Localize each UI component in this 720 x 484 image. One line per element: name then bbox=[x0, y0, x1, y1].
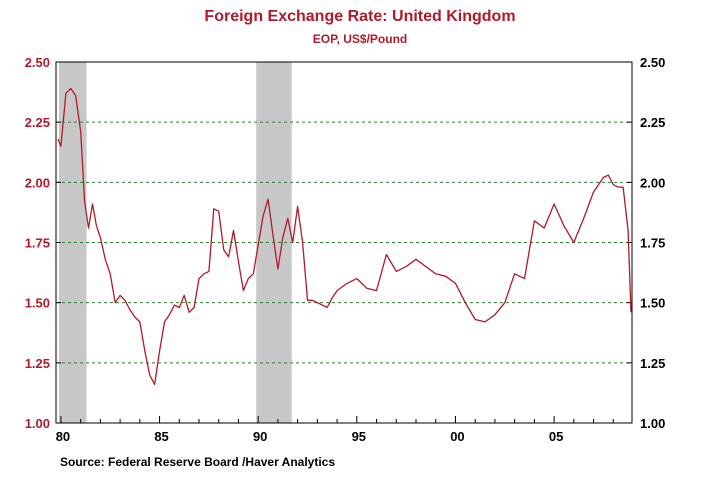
x-tick-label: 85 bbox=[154, 429, 168, 444]
x-axis: 80 85 90 95 00 05 bbox=[56, 416, 614, 444]
y-tick-label-left: 2.25 bbox=[25, 115, 50, 130]
y-tick-label-left: 1.75 bbox=[25, 236, 50, 251]
y-tick-label-left: 1.00 bbox=[25, 416, 50, 431]
chart-title: Foreign Exchange Rate: United Kingdom bbox=[204, 8, 515, 25]
source-note: Source: Federal Reserve Board /Haver Ana… bbox=[60, 455, 335, 469]
gridlines bbox=[56, 121, 632, 364]
x-tick-label: 80 bbox=[56, 429, 70, 444]
series-line bbox=[57, 87, 632, 386]
y-tick-label-right: 2.00 bbox=[640, 175, 665, 190]
y-tick-label-left: 2.00 bbox=[25, 175, 50, 190]
x-tick-label: 05 bbox=[549, 429, 563, 444]
y-axis: 1.00 1.00 1.25 1.25 1.50 1.50 1.75 1.75 2.00 2.00… bbox=[25, 55, 666, 431]
chart-subtitle: EOP, US$/Pound bbox=[313, 32, 407, 46]
y-tick-label-left: 1.25 bbox=[25, 356, 50, 371]
y-tick-label-right: 1.25 bbox=[640, 356, 665, 371]
y-tick-label-left: 1.50 bbox=[25, 296, 50, 311]
y-tick-label-left: 2.50 bbox=[25, 55, 50, 70]
y-tick-label-right: 1.75 bbox=[640, 236, 665, 251]
x-tick-label: 00 bbox=[450, 429, 464, 444]
y-tick-label-right: 1.00 bbox=[640, 416, 665, 431]
y-tick-label-right: 2.25 bbox=[640, 115, 665, 130]
y-tick-label-right: 2.50 bbox=[640, 55, 665, 70]
series bbox=[57, 87, 632, 386]
x-tick-label: 90 bbox=[253, 429, 267, 444]
y-tick-label-right: 1.50 bbox=[640, 296, 665, 311]
x-tick-label: 95 bbox=[352, 429, 366, 444]
